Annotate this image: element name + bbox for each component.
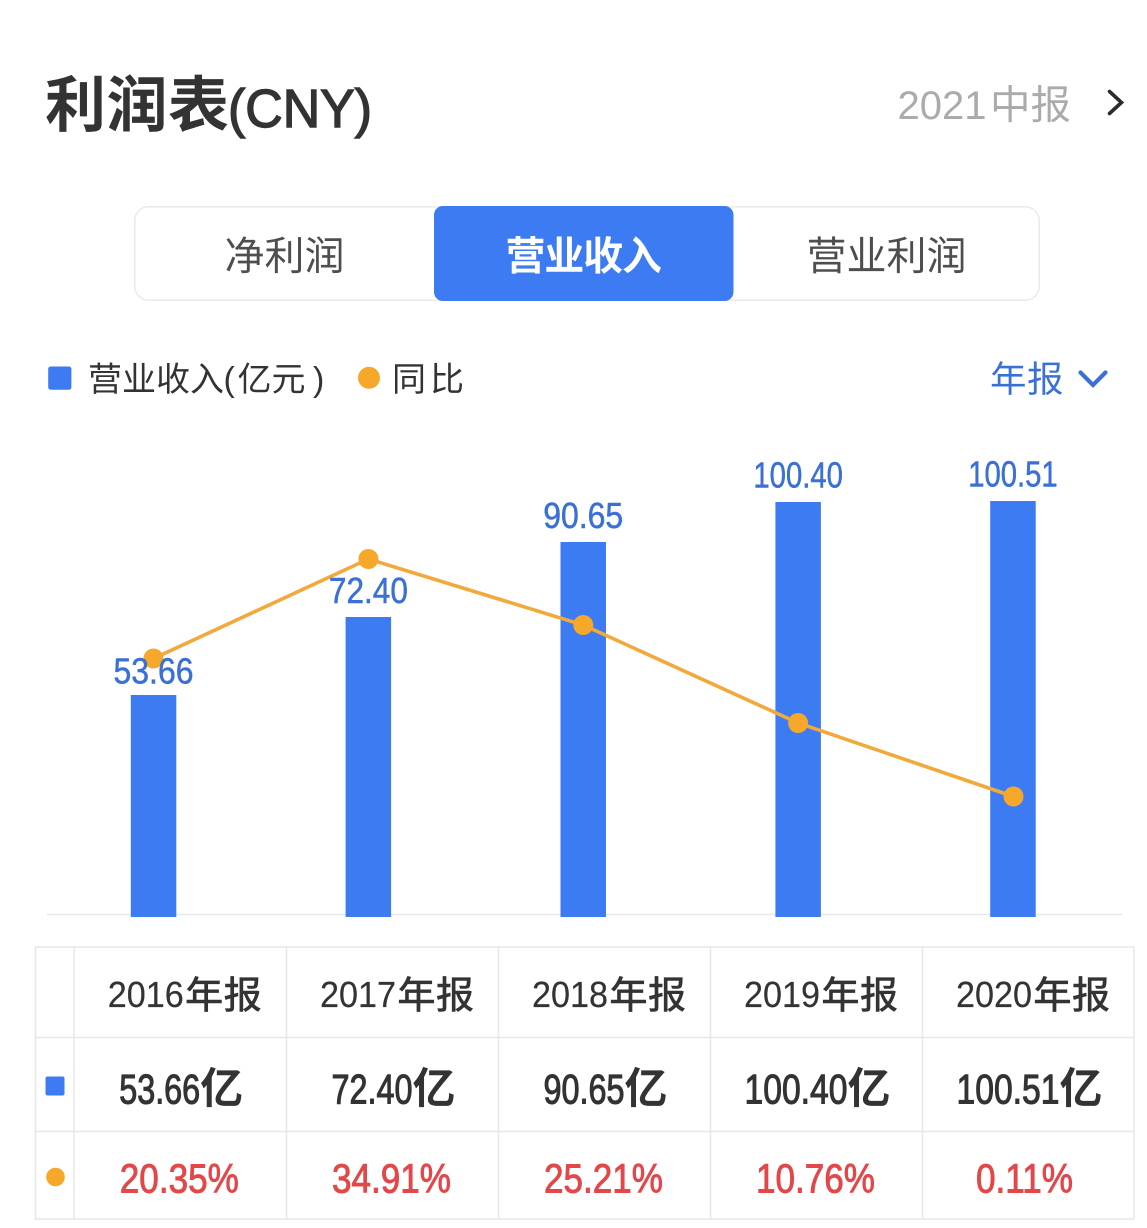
svg-text:25.21%: 25.21% — [544, 1156, 663, 1202]
svg-text:2020: 2020 — [956, 974, 1032, 1015]
svg-text:72.40: 72.40 — [332, 1065, 413, 1112]
svg-text:100.51: 100.51 — [957, 1065, 1060, 1112]
svg-text:): ) — [313, 361, 324, 399]
svg-text:(CNY): (CNY) — [228, 79, 372, 139]
svg-text:53.66: 53.66 — [119, 1065, 200, 1112]
svg-text:2018: 2018 — [532, 974, 608, 1015]
svg-text:100.51: 100.51 — [968, 454, 1057, 495]
svg-text:53.66: 53.66 — [114, 651, 194, 692]
svg-text:0.11%: 0.11% — [976, 1156, 1073, 1202]
svg-text:10.76%: 10.76% — [756, 1156, 875, 1202]
svg-text:34.91%: 34.91% — [332, 1156, 451, 1202]
svg-text:90.65: 90.65 — [544, 1065, 625, 1112]
svg-text:20.35%: 20.35% — [120, 1156, 239, 1202]
svg-text:2019: 2019 — [744, 974, 820, 1015]
svg-text:90.65: 90.65 — [543, 495, 623, 536]
svg-text:2021: 2021 — [898, 84, 987, 128]
svg-text:72.40: 72.40 — [329, 570, 408, 611]
svg-text:100.40: 100.40 — [745, 1065, 848, 1112]
svg-text:100.40: 100.40 — [753, 455, 843, 496]
svg-text:2016: 2016 — [108, 974, 184, 1015]
svg-text:2017: 2017 — [320, 974, 396, 1015]
svg-text:(: ( — [224, 361, 236, 399]
